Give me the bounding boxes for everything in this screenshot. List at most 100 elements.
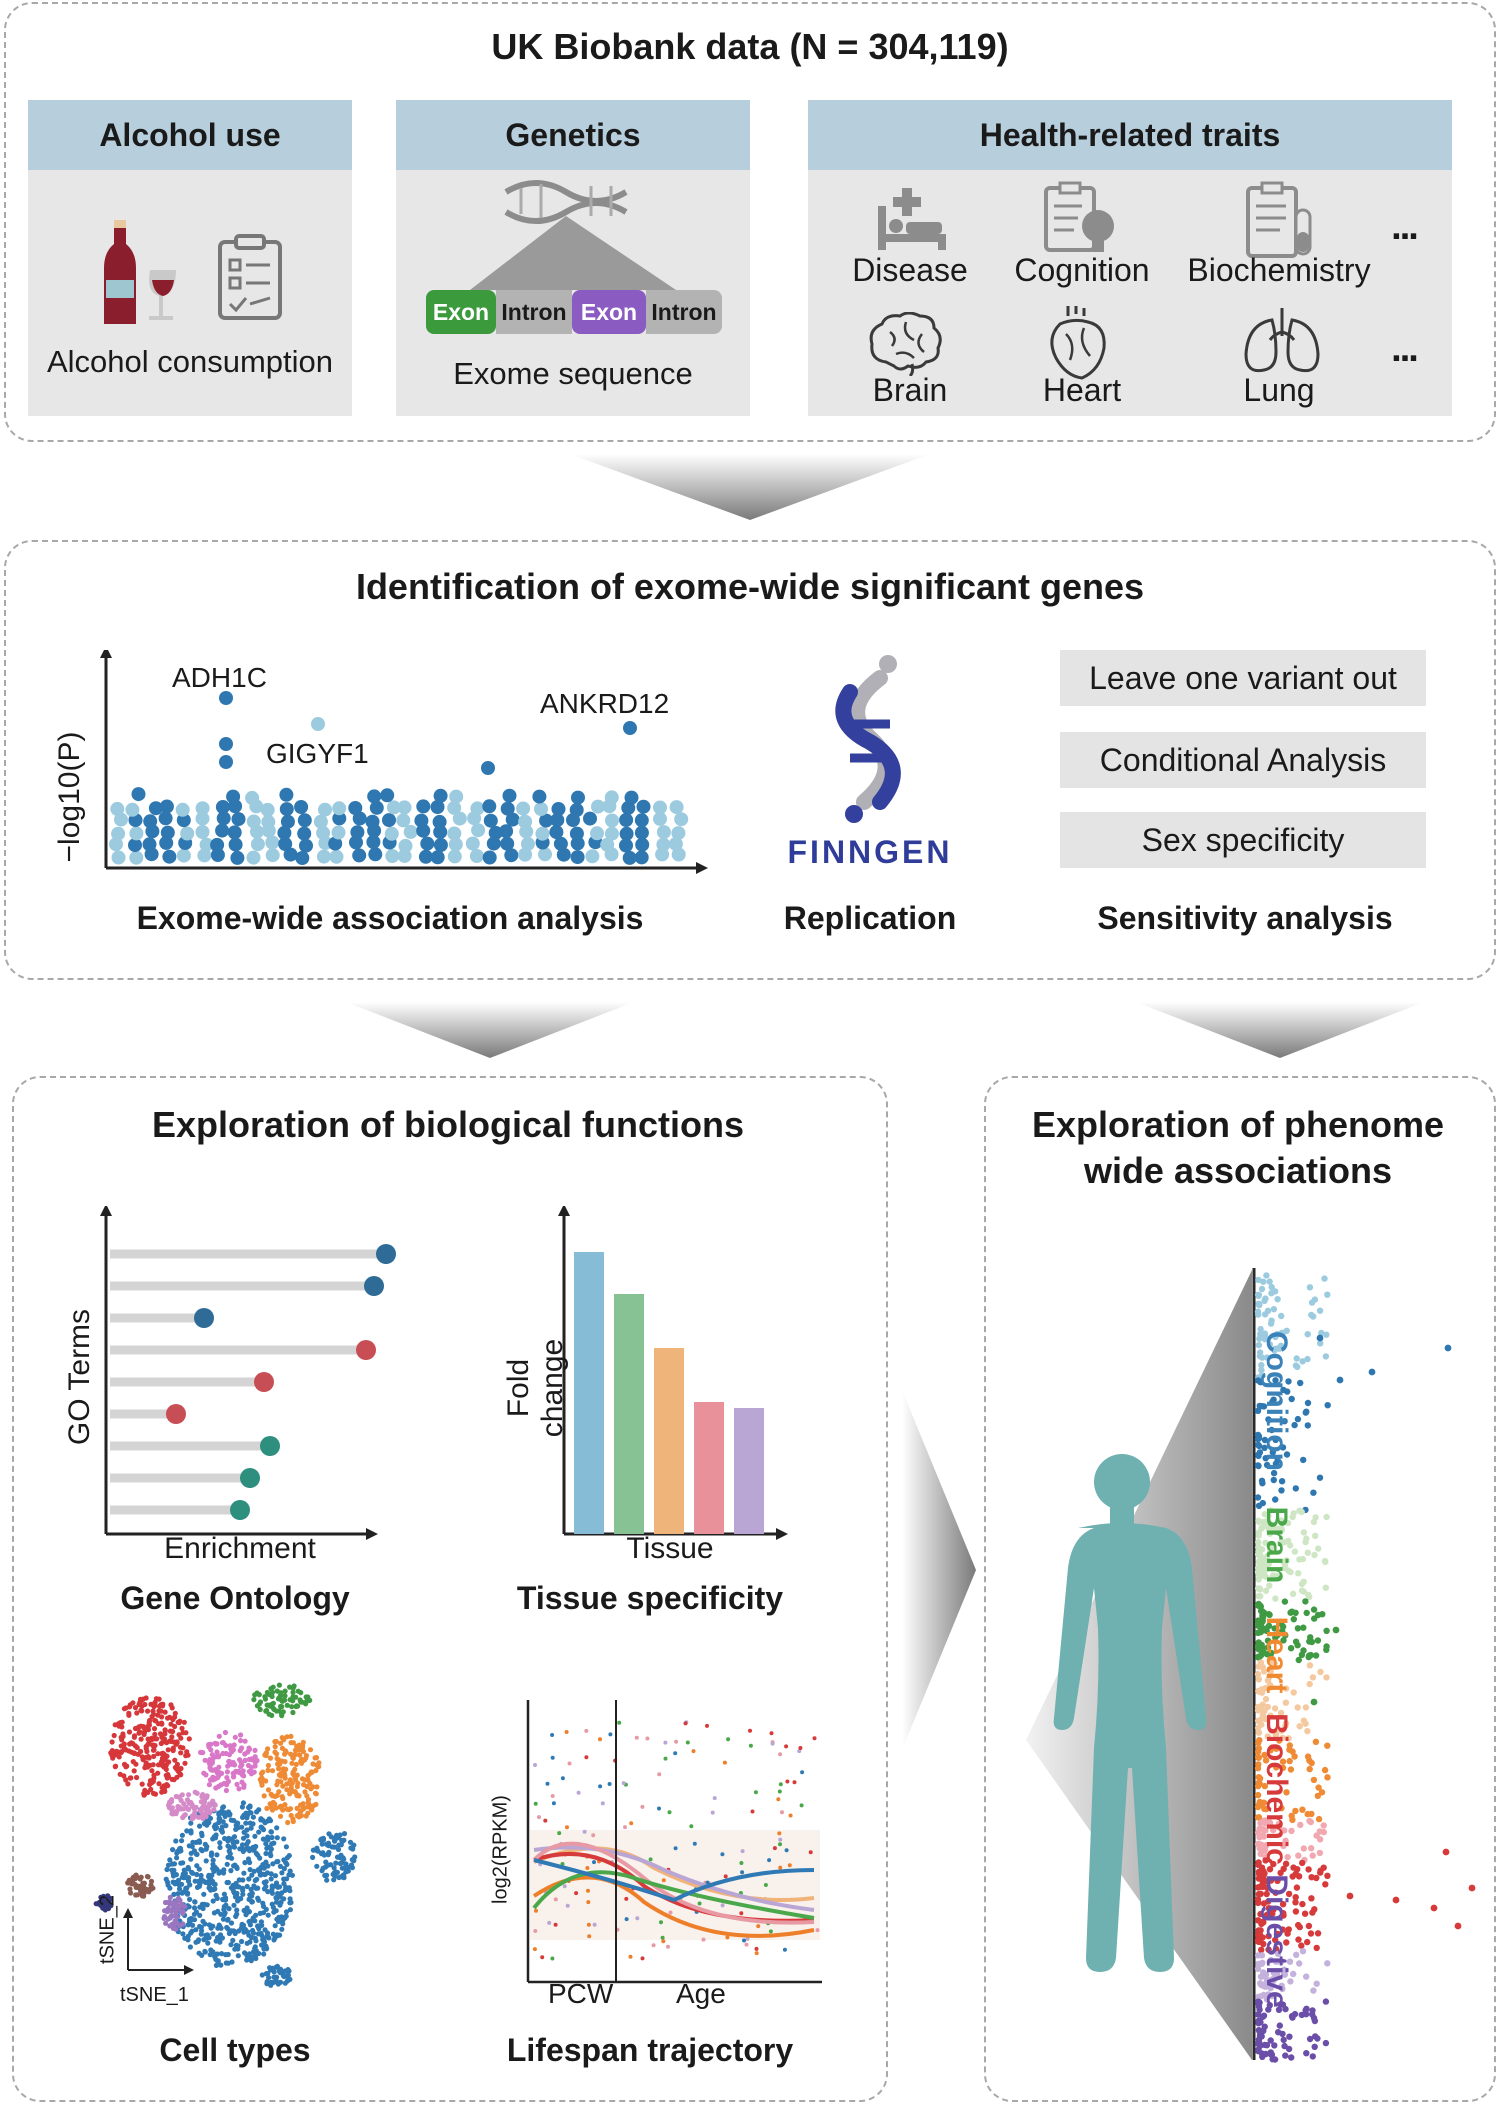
- tsne-cell-point: [252, 1747, 258, 1753]
- go-lollipop-head: [260, 1436, 280, 1456]
- genetics-header: Genetics: [396, 100, 750, 170]
- phenome-trait-point: [1256, 1602, 1264, 1609]
- tsne-cell-point: [232, 1929, 238, 1935]
- phenome-trait-point: [1259, 1613, 1267, 1621]
- tsne-cell-point: [290, 1685, 296, 1691]
- tsne-cell-point: [159, 1751, 165, 1757]
- tsne-cell-point: [265, 1762, 271, 1769]
- tsne-cell-point: [190, 1839, 196, 1845]
- phenome-trait-point: [1288, 2013, 1296, 2020]
- tsne-cell-point: [263, 1906, 269, 1912]
- tsne-cell-point: [156, 1781, 162, 1787]
- tsne-cell-point: [276, 1914, 282, 1920]
- phenome-trait-point: [1262, 2050, 1270, 2058]
- exome-wide-association-caption: Exome-wide association analysis: [136, 900, 644, 936]
- manhattan-point: [158, 811, 173, 826]
- manhattan-point: [195, 825, 210, 839]
- manhattan-point: [159, 799, 174, 814]
- tsne-cell-point: [222, 1813, 228, 1819]
- manhattan-point: [328, 836, 343, 851]
- sensitivity-analysis-caption: Sensitivity analysis: [1097, 900, 1393, 936]
- tsne-cell-point: [288, 1785, 294, 1791]
- tsne-cell-point: [337, 1855, 343, 1861]
- tsne-cell-point: [130, 1700, 136, 1706]
- phenome-trait-point: [1278, 1478, 1286, 1485]
- lifespan-sample-point: [776, 1797, 781, 1802]
- tsne-cell-point: [164, 1753, 170, 1759]
- phenome-trait-point: [1292, 1908, 1300, 1915]
- tsne-cell-point: [123, 1705, 129, 1711]
- phenome-trait-point: [1307, 1818, 1314, 1826]
- phenome-trait-point: [1256, 1937, 1263, 1944]
- phenome-trait-point: [1320, 1822, 1327, 1829]
- intron-block-2: Intron: [646, 290, 722, 334]
- phenome-trait-point: [1314, 1611, 1322, 1619]
- manhattan-point: [385, 849, 400, 863]
- brain-icon: [869, 312, 942, 376]
- tsne-cell-point: [225, 1960, 231, 1966]
- lifespan-sample-point: [683, 1721, 688, 1726]
- tsne-cell-point: [262, 1694, 268, 1700]
- lab-tube-clipboard-icon: [1246, 181, 1312, 258]
- lifespan-sample-point: [739, 1911, 744, 1916]
- tsne-cell-point: [240, 1772, 246, 1778]
- manhattan-point: [129, 850, 144, 865]
- tsne-cell-point: [226, 1758, 232, 1764]
- tsne-cell-point: [287, 1896, 293, 1902]
- tsne-cell-point: [277, 1863, 283, 1869]
- manhattan-point: [447, 800, 462, 815]
- tsne-cell-point: [265, 1912, 271, 1918]
- phenome-trait-point: [1322, 1558, 1329, 1566]
- phenome-trait-point: [1267, 1956, 1275, 1964]
- tsne-cell-point: [145, 1708, 151, 1714]
- tsne-cell-point: [174, 1855, 180, 1861]
- lifespan-sample-point: [562, 1884, 567, 1889]
- phenome-trait-point: [1263, 1890, 1270, 1898]
- tsne-cell-point: [244, 1910, 250, 1916]
- lifespan-sample-point: [598, 1737, 602, 1742]
- tsne-cell-point: [211, 1807, 217, 1813]
- tsne-cell-point: [218, 1827, 224, 1833]
- manhattan-point: [539, 813, 554, 828]
- tsne-cell-point: [249, 1872, 255, 1878]
- phenome-trait-point: [1304, 1810, 1311, 1818]
- tsne-cell-point: [257, 1699, 264, 1705]
- tsne-cell-point: [299, 1744, 306, 1751]
- phenome-trait-point: [1257, 1325, 1264, 1333]
- phenome-trait-point: [1278, 1982, 1285, 1989]
- manhattan-point: [549, 825, 564, 840]
- phenome-trait-point: [1304, 1331, 1311, 1338]
- manhattan-point: [265, 835, 280, 850]
- phenome-trait-point: [1306, 1284, 1314, 1291]
- tsne-cell-point: [208, 1747, 214, 1753]
- phenome-trait-point: [1298, 1651, 1306, 1658]
- tsne-cell-point: [316, 1764, 322, 1770]
- manhattan-point: [669, 800, 684, 815]
- manhattan-point: [215, 800, 230, 814]
- phenome-trait-point: [1262, 1757, 1270, 1764]
- tsne-cell-point: [252, 1945, 258, 1952]
- tsne-cell-point: [153, 1718, 159, 1724]
- phenome-trait-point: [1269, 1978, 1276, 1986]
- phenome-trait-point: [1258, 1524, 1265, 1532]
- tsne-cell-point: [141, 1893, 147, 1899]
- manhattan-point: [447, 849, 462, 864]
- tsne-cell-point: [165, 1882, 171, 1888]
- tsne-cell-point: [238, 1738, 244, 1744]
- phenome-trait-point: [1255, 1291, 1263, 1299]
- tsne-cell-point: [266, 1975, 272, 1981]
- biological-functions-box: [12, 1076, 888, 2102]
- phenome-trait-point: [1254, 1407, 1262, 1414]
- trait-biochemistry-label: Biochemistry: [1187, 252, 1371, 288]
- phenome-trait-point: [1257, 1910, 1264, 1918]
- lifespan-sample-point: [800, 1770, 805, 1775]
- tsne-cell-point: [284, 1702, 290, 1708]
- phenome-trait-point: [1304, 1938, 1311, 1946]
- tsne-cell-point: [241, 1784, 247, 1790]
- phenome-trait-point: [1262, 1539, 1269, 1546]
- phenome-trait-point: [1292, 1485, 1299, 1492]
- cell-types-tsne-plot: [93, 1682, 358, 1988]
- tsne-cell-point: [180, 1931, 186, 1937]
- tsne-cell-point: [191, 1905, 198, 1911]
- tsne-cell-point: [210, 1861, 216, 1867]
